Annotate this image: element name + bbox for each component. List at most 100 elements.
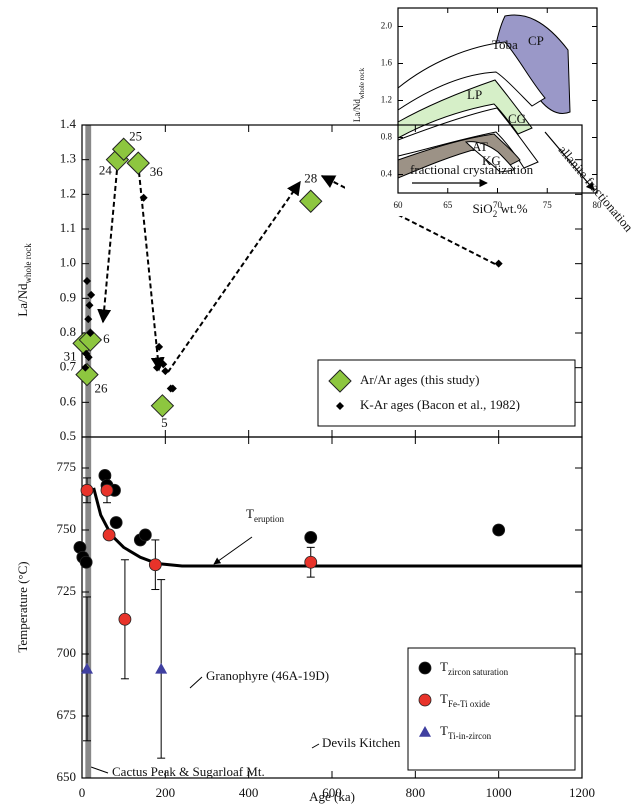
point <box>84 315 93 324</box>
point <box>126 151 150 175</box>
point-label: 25 <box>129 128 142 143</box>
legend-label: Ar/Ar ages (this study) <box>360 372 480 387</box>
annotation: LP <box>467 87 482 102</box>
point <box>155 342 164 351</box>
annotation: Devils Kitchen <box>322 735 401 750</box>
inset-arrows <box>412 131 595 191</box>
y-tick-label: 700 <box>57 645 77 660</box>
point <box>299 189 323 213</box>
annotation: KG <box>482 153 501 168</box>
eruption-curve <box>92 487 582 568</box>
y-axis-label-part: whole rock <box>358 67 366 99</box>
point <box>492 523 506 537</box>
point <box>304 531 318 544</box>
y-tick-label: 0.5 <box>60 428 76 443</box>
legend-box <box>407 647 576 771</box>
y-axis-label: La/Ndwhole rock <box>15 243 33 317</box>
y-tick-label: 1.2 <box>381 95 392 105</box>
point <box>79 555 93 569</box>
y-axis-label: Temperature (°C) <box>15 561 30 652</box>
x-tick-label: 800 <box>406 785 426 800</box>
y-tick-label: 1.4 <box>60 116 77 131</box>
point <box>138 528 152 542</box>
point <box>118 612 132 626</box>
y-tick-label: 725 <box>57 583 77 598</box>
point <box>153 363 161 372</box>
point <box>494 259 503 268</box>
point <box>87 290 96 299</box>
point <box>85 301 94 310</box>
x-tick-label: 65 <box>443 200 453 210</box>
plot-frame <box>397 7 598 194</box>
legend-label-part: Fe-Ti oxide <box>448 699 490 709</box>
y-tick-label: 0.8 <box>60 324 76 339</box>
x-axis-label-part: 2 <box>493 209 498 219</box>
x-axis-label-part: SiO <box>472 201 492 216</box>
y-axis-label-part: whole rock <box>23 243 33 284</box>
y-axis-label: La/Ndwhole rock <box>352 67 366 122</box>
plot-frame <box>81 436 583 779</box>
y-tick-label: 0.9 <box>60 289 76 304</box>
point <box>86 329 95 337</box>
point <box>161 367 170 376</box>
y-tick-label: 675 <box>57 707 77 722</box>
y-tick-label: 750 <box>57 521 77 536</box>
point <box>109 516 123 529</box>
y-axis-label-part: La/Nd <box>15 283 30 317</box>
legend-marker <box>336 402 344 410</box>
point <box>150 394 175 418</box>
point <box>155 662 168 674</box>
point <box>139 193 148 202</box>
x-tick-label: 200 <box>156 785 176 800</box>
point <box>75 362 99 387</box>
annotation: CG <box>508 111 526 126</box>
y-tick-label: 0.4 <box>381 169 393 179</box>
annotation: AT <box>472 139 488 154</box>
curve-label-part: T <box>246 506 254 521</box>
x-tick-label: 600 <box>322 785 342 800</box>
legend-label-part: T <box>440 691 448 706</box>
x-tick-label: 60 <box>394 200 404 210</box>
legend-label: Tzircon saturation <box>440 659 509 677</box>
annotation: Granophyre (46A-19D) <box>206 668 329 683</box>
annotation: Cactus Peak & Sugarloaf Mt. <box>112 764 265 779</box>
legend-marker <box>418 693 432 707</box>
point <box>80 483 94 497</box>
point-label: 26 <box>95 381 109 396</box>
y-tick-label: 2.0 <box>381 21 393 31</box>
point <box>83 277 91 285</box>
curve-label-part: eruption <box>254 514 284 524</box>
leaders <box>90 536 320 774</box>
point <box>148 558 162 572</box>
legend-label-part: T <box>440 723 448 738</box>
legend-label: TTi-in-zircon <box>440 723 492 741</box>
x-tick-label: 0 <box>79 785 86 800</box>
x-axis-label: SiO2 wt.% <box>472 201 527 219</box>
legend-box <box>317 359 576 427</box>
point-label: 31 <box>64 348 77 363</box>
point <box>168 384 177 393</box>
y-tick-label: 775 <box>57 459 77 474</box>
point <box>102 528 116 542</box>
x-tick-label: 400 <box>239 785 259 800</box>
legend-label-part: T <box>440 659 448 674</box>
y-tick-label: 1.6 <box>381 58 393 68</box>
y-tick-label: 0.8 <box>381 132 393 142</box>
y-tick-label: 0.6 <box>60 393 77 408</box>
x-tick-label: 1200 <box>569 785 595 800</box>
legend-label: K-Ar ages (Bacon et al., 1982) <box>360 397 520 412</box>
x-tick-label: 80 <box>593 200 603 210</box>
point <box>81 363 90 372</box>
x-tick-label: 75 <box>543 200 553 210</box>
point <box>84 353 93 362</box>
legend-marker <box>419 726 431 737</box>
annotation: CP <box>528 33 544 48</box>
y-tick-label: 650 <box>57 769 77 784</box>
legend-label: TFe-Ti oxide <box>440 691 490 709</box>
age-band <box>85 437 92 778</box>
point <box>100 483 114 497</box>
y-tick-label: 1.2 <box>60 185 76 200</box>
point-label: 6 <box>103 331 110 346</box>
point-label: 36 <box>150 164 164 179</box>
